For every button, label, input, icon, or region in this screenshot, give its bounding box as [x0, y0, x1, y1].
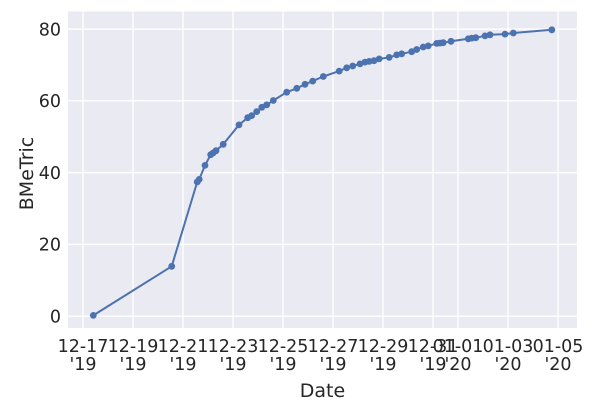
data-point-marker — [248, 112, 256, 119]
y-tick-label: 80 — [39, 20, 61, 40]
y-tick-label: 0 — [50, 307, 61, 327]
data-point-marker — [370, 57, 378, 65]
data-point-marker — [509, 29, 517, 37]
data-point-marker — [301, 80, 309, 88]
x-tick-label: 12-29'19 — [358, 337, 409, 375]
x-tick-label: 12-23'19 — [208, 337, 259, 375]
data-point-marker — [293, 84, 301, 92]
x-tick-label: 12-25'19 — [258, 337, 309, 375]
data-point-marker — [413, 46, 421, 53]
data-point-marker — [349, 62, 357, 70]
y-tick-labels: 0 20 40 60 80 — [39, 20, 61, 327]
x-tick-label: 12-19'19 — [108, 337, 159, 375]
x-tick-label: 12-17'19 — [58, 337, 109, 375]
x-tick-label: 12-31'19 — [408, 337, 459, 375]
data-point-marker — [201, 162, 209, 169]
data-point-marker — [319, 73, 327, 80]
data-point-marker — [195, 176, 203, 183]
y-tick-label: 60 — [39, 92, 61, 112]
data-point-marker — [269, 97, 277, 104]
data-point-marker — [548, 26, 556, 34]
data-point-marker — [343, 64, 351, 72]
x-tick-label: 01-05'20 — [533, 337, 584, 375]
y-tick-label: 40 — [39, 164, 61, 184]
data-point-marker — [501, 30, 509, 38]
data-point-marker — [472, 34, 480, 42]
data-point-marker — [253, 108, 261, 115]
data-point-marker — [375, 55, 383, 63]
data-point-marker — [283, 88, 291, 96]
data-point-marker — [398, 50, 406, 58]
x-axis-title: Date — [300, 380, 345, 402]
x-tick-label: 12-21'19 — [158, 337, 209, 375]
data-point-marker — [385, 54, 393, 61]
data-point-marker — [263, 101, 271, 109]
x-tick-labels: 12-17'1912-19'1912-21'1912-23'1912-25'19… — [58, 337, 584, 375]
y-tick-label: 20 — [39, 236, 61, 256]
data-point-marker — [212, 147, 220, 155]
x-tick-label: 01-01'20 — [433, 337, 484, 375]
data-point-marker — [219, 140, 227, 148]
data-point-marker — [89, 312, 97, 319]
x-tick-label: 12-27'19 — [308, 337, 359, 375]
grid-layer — [68, 11, 577, 328]
data-point-marker — [309, 77, 317, 85]
data-point-marker — [168, 262, 176, 270]
data-point-marker — [235, 121, 243, 129]
plot-area-background — [68, 11, 577, 328]
data-point-marker — [447, 37, 455, 45]
x-tick-label: 01-03'20 — [483, 337, 534, 375]
data-point-markers — [89, 26, 556, 319]
data-point-marker — [486, 31, 494, 39]
data-point-marker — [424, 42, 432, 50]
data-point-marker — [335, 67, 343, 75]
data-point-marker — [439, 39, 447, 47]
y-axis-title: BMeTric — [16, 137, 38, 210]
